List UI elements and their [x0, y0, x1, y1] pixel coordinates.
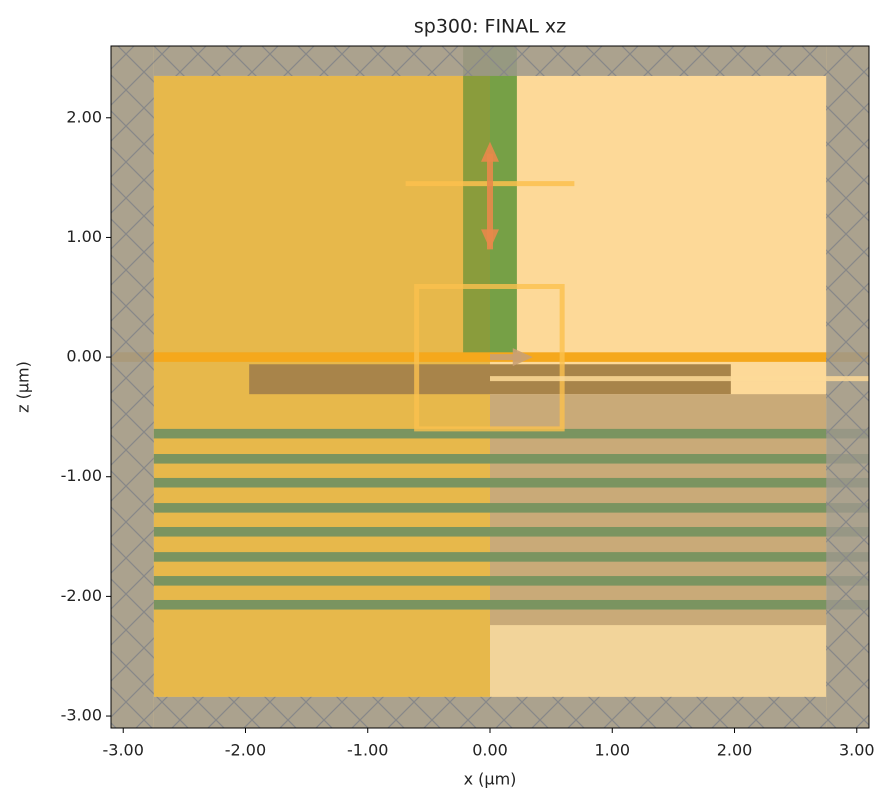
- y-tick-label: -2.00: [61, 586, 102, 605]
- structure: [153, 526, 869, 537]
- monitor: [414, 283, 565, 432]
- structure: [153, 552, 869, 562]
- structure: [153, 599, 869, 610]
- y-tick-label: 1.00: [66, 227, 102, 246]
- x-tick-label: -3.00: [103, 741, 144, 760]
- pml-hatch: [153, 696, 827, 728]
- x-tick-label: 1.00: [594, 741, 630, 760]
- structure: [153, 428, 869, 439]
- structure: [153, 477, 869, 488]
- arrow-head: [481, 229, 499, 250]
- source-arrow: [481, 141, 499, 250]
- source-arrow: [490, 348, 533, 367]
- structure: [463, 46, 490, 358]
- structure: [153, 576, 869, 586]
- pml-hatch: [111, 46, 154, 728]
- arrow-head: [512, 348, 533, 367]
- pml-hatch: [826, 46, 869, 728]
- y-axis-label: z (μm): [14, 361, 33, 413]
- arrow-head: [481, 141, 499, 162]
- x-tick-label: 2.00: [717, 741, 753, 760]
- chart-title: sp300: FINAL xz: [414, 16, 566, 38]
- x-tick-label: -1.00: [347, 741, 388, 760]
- pml-hatch: [153, 46, 827, 76]
- y-tick-label: -1.00: [61, 466, 102, 485]
- x-tick-label: 3.00: [839, 741, 875, 760]
- x-axis-label: x (μm): [464, 770, 517, 789]
- x-tick-label: -2.00: [225, 741, 266, 760]
- y-tick-label: 0.00: [66, 347, 102, 366]
- y-tick-label: -3.00: [61, 706, 102, 725]
- plot-area: [111, 46, 869, 728]
- structure: [153, 503, 869, 513]
- structure: [490, 625, 827, 697]
- x-tick-label: 0.00: [472, 741, 508, 760]
- structure: [153, 454, 869, 464]
- structure: [490, 46, 517, 358]
- y-tick-label: 2.00: [66, 107, 102, 126]
